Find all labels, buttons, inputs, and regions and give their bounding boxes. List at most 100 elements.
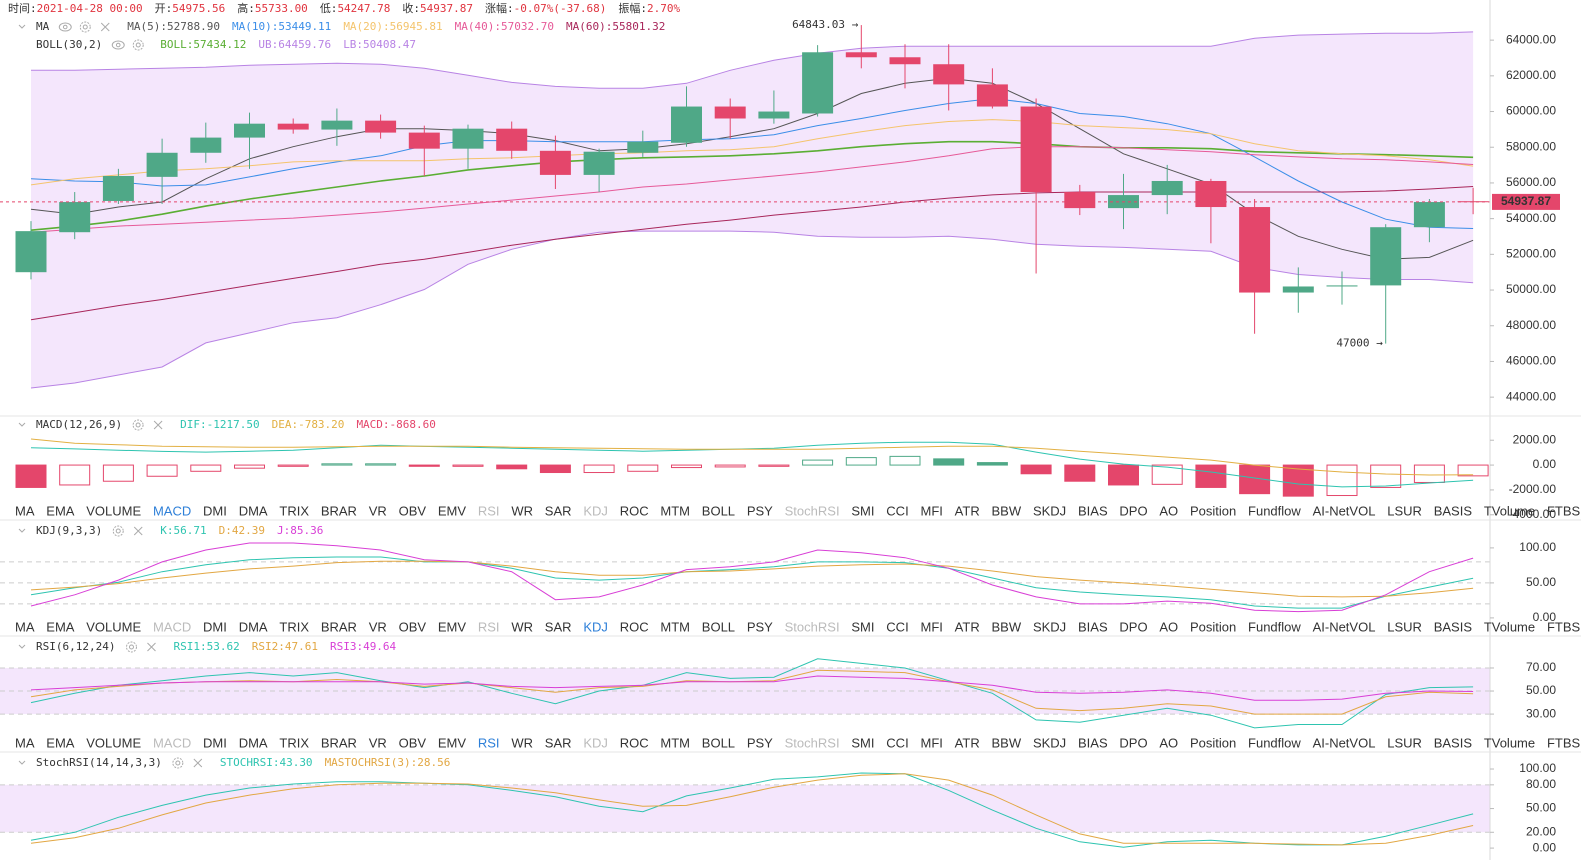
indicator-tab[interactable]: EMA — [46, 619, 75, 634]
indicator-tab[interactable]: BIAS — [1078, 735, 1108, 750]
indicator-tab[interactable]: PSY — [747, 735, 773, 750]
indicator-tab[interactable]: EMV — [438, 735, 467, 750]
indicator-tab[interactable]: BRAR — [321, 735, 357, 750]
icon-chevron[interactable] — [18, 760, 26, 765]
icon-close[interactable] — [147, 642, 156, 652]
indicator-tab[interactable]: LSUR — [1387, 503, 1422, 518]
indicator-tab[interactable]: OBV — [399, 503, 427, 518]
indicator-tab[interactable]: PSY — [747, 619, 773, 634]
indicator-tab[interactable]: BBW — [992, 619, 1022, 634]
indicator-tab[interactable]: BASIS — [1434, 735, 1473, 750]
indicator-tab[interactable]: SAR — [545, 503, 572, 518]
indicator-tab[interactable]: VR — [369, 619, 387, 634]
indicator-tab[interactable]: DMA — [239, 503, 268, 518]
indicator-tab[interactable]: MTM — [660, 503, 690, 518]
indicator-tab[interactable]: SMI — [851, 619, 874, 634]
indicator-tab[interactable]: BBW — [992, 503, 1022, 518]
indicator-tab[interactable]: RSI — [478, 619, 500, 634]
icon-gear[interactable] — [79, 21, 91, 33]
indicator-tab[interactable]: VR — [369, 735, 387, 750]
indicator-tab[interactable]: VOLUME — [86, 619, 141, 634]
icon-chevron[interactable] — [18, 422, 26, 427]
indicator-tab[interactable]: Fundflow — [1248, 735, 1301, 750]
icon-close[interactable] — [100, 22, 110, 32]
indicator-tab[interactable]: AO — [1159, 735, 1178, 750]
indicator-tab[interactable]: CCI — [886, 619, 908, 634]
indicator-tab[interactable]: TRIX — [279, 619, 309, 634]
indicator-tab[interactable]: MACD — [153, 619, 191, 634]
indicator-tab[interactable]: MFI — [920, 503, 942, 518]
indicator-tab[interactable]: DMA — [239, 619, 268, 634]
indicator-tab[interactable]: Position — [1190, 735, 1236, 750]
indicator-tab[interactable]: VOLUME — [86, 735, 141, 750]
indicator-tab[interactable]: StochRSI — [785, 735, 840, 750]
indicator-tab[interactable]: ROC — [620, 503, 649, 518]
indicator-tab[interactable]: WR — [511, 619, 533, 634]
icon-gear[interactable] — [132, 419, 144, 431]
indicator-tab[interactable]: StochRSI — [785, 503, 840, 518]
indicator-tab[interactable]: DPO — [1119, 735, 1147, 750]
indicator-tab[interactable]: AO — [1159, 503, 1178, 518]
indicator-tab[interactable]: PSY — [747, 503, 773, 518]
indicator-tab[interactable]: SKDJ — [1033, 735, 1066, 750]
icon-eye[interactable] — [58, 22, 72, 32]
icon-gear[interactable] — [112, 525, 124, 537]
indicator-tab[interactable]: StochRSI — [785, 619, 840, 634]
indicator-tab[interactable]: DPO — [1119, 503, 1147, 518]
indicator-tab[interactable]: DPO — [1119, 619, 1147, 634]
indicator-tab[interactable]: WR — [511, 735, 533, 750]
icon-chevron[interactable] — [18, 528, 26, 533]
indicator-tab[interactable]: DMI — [203, 503, 227, 518]
icon-gear[interactable] — [132, 39, 144, 51]
indicator-tab[interactable]: MTM — [660, 735, 690, 750]
icon-close[interactable] — [193, 758, 203, 768]
indicator-tab[interactable]: MFI — [920, 619, 942, 634]
indicator-tab[interactable]: TVolume — [1484, 735, 1535, 750]
indicator-tab[interactable]: BASIS — [1434, 503, 1473, 518]
indicator-tab[interactable]: Position — [1190, 619, 1236, 634]
indicator-tab[interactable]: AI-NetVOL — [1313, 503, 1376, 518]
icon-chevron[interactable] — [18, 24, 26, 29]
indicator-tab[interactable]: ATR — [955, 735, 980, 750]
indicator-tab[interactable]: OBV — [399, 619, 427, 634]
indicator-tab[interactable]: DMI — [203, 735, 227, 750]
indicator-tab[interactable]: EMA — [46, 503, 75, 518]
indicator-tab[interactable]: BRAR — [321, 503, 357, 518]
indicator-tab[interactable]: AI-NetVOL — [1313, 735, 1376, 750]
indicator-tab[interactable]: FTBS — [1547, 503, 1581, 518]
indicator-tab[interactable]: WR — [511, 503, 533, 518]
indicator-tab[interactable]: SKDJ — [1033, 619, 1066, 634]
indicator-tab[interactable]: ROC — [620, 619, 649, 634]
indicator-tab[interactable]: MA — [15, 503, 35, 518]
indicator-tab[interactable]: Fundflow — [1248, 619, 1301, 634]
indicator-tab[interactable]: MA — [15, 735, 35, 750]
indicator-tab[interactable]: BRAR — [321, 619, 357, 634]
indicator-tab[interactable]: ATR — [955, 503, 980, 518]
indicator-tab[interactable]: MFI — [920, 735, 942, 750]
indicator-tab[interactable]: TRIX — [279, 735, 309, 750]
indicator-tab[interactable]: Position — [1190, 503, 1236, 518]
icon-close[interactable] — [133, 526, 143, 536]
indicator-tab[interactable]: LSUR — [1387, 619, 1422, 634]
indicator-tab[interactable]: KDJ — [583, 503, 608, 518]
indicator-tab[interactable]: RSI — [478, 735, 500, 750]
indicator-tab[interactable]: LSUR — [1387, 735, 1422, 750]
indicator-tab[interactable]: MA — [15, 619, 35, 634]
indicator-tab[interactable]: Fundflow — [1248, 503, 1301, 518]
indicator-tab[interactable]: BOLL — [702, 503, 735, 518]
indicator-tab[interactable]: OBV — [399, 735, 427, 750]
indicator-tab[interactable]: SMI — [851, 735, 874, 750]
indicator-tab[interactable]: MTM — [660, 619, 690, 634]
indicator-tab[interactable]: BASIS — [1434, 619, 1473, 634]
indicator-tab[interactable]: FTBS — [1547, 619, 1581, 634]
indicator-tab[interactable]: TVolume — [1484, 503, 1535, 518]
indicator-tab[interactable]: DMA — [239, 735, 268, 750]
indicator-tab[interactable]: ROC — [620, 735, 649, 750]
indicator-tab[interactable]: TVolume — [1484, 619, 1535, 634]
indicator-tab[interactable]: MACD — [153, 503, 191, 518]
indicator-tab[interactable]: BBW — [992, 735, 1022, 750]
icon-close[interactable] — [153, 420, 163, 430]
indicator-tab[interactable]: EMA — [46, 735, 75, 750]
indicator-tab[interactable]: VOLUME — [86, 503, 141, 518]
indicator-tab[interactable]: BIAS — [1078, 503, 1108, 518]
